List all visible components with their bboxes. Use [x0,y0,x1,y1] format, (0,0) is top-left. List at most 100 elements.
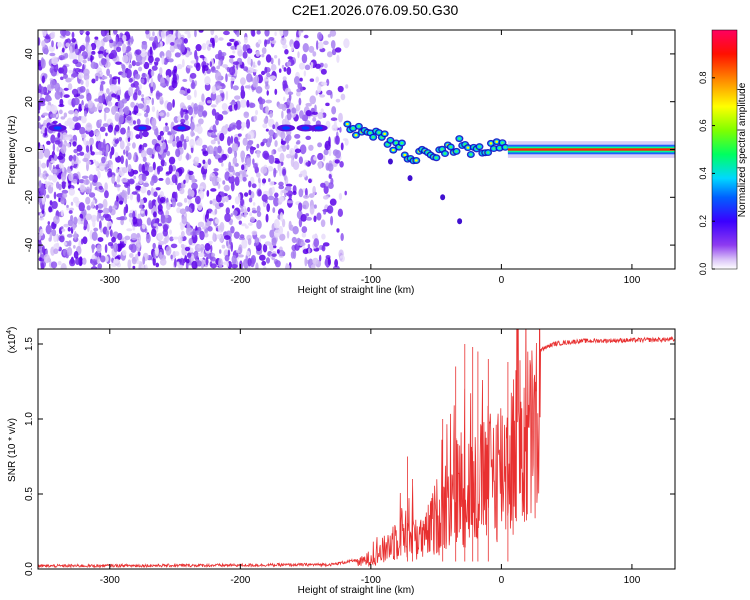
spectrogram-transition-inner [357,125,361,128]
spectrogram-noise-mark [177,264,184,269]
spectrogram-noise-mark [180,243,185,249]
spectrogram-noise-mark [41,30,47,37]
spectrogram-noise-mark [175,135,180,143]
spectrogram-noise-mark [234,95,241,100]
spectrogram-noise-mark [186,88,191,94]
spectrogram-noise-mark [43,92,50,96]
spectrogram-noise-mark [337,85,344,93]
spectrogram-noise-mark [61,228,66,232]
spectrogram-noise-mark [226,261,229,268]
spectrogram-noise-mark [85,79,90,88]
spectrogram-noise-mark [146,189,151,196]
spectrogram-noise-mark [117,175,121,183]
spectrogram-noise-mark [271,253,277,257]
spectrogram-noise-mark [290,251,295,259]
spectrogram-noise-mark [109,84,117,90]
spectrogram-noise-mark [323,63,328,69]
spectrogram-noise-mark [305,135,312,140]
spectrogram-noise-mark [223,30,230,36]
spectrogram-noise-mark [90,151,95,156]
spectrogram-noise-mark [40,262,45,269]
spectrogram-noise-mark [205,209,209,220]
spectrogram-noise-mark [274,260,281,268]
spectrogram-noise-mark [180,118,186,124]
spectrogram-noise-mark [320,68,327,75]
colorbar-ticks: 0.0 0.2 0.4 0.6 0.8 [698,72,715,275]
spectrogram-noise-mark [39,228,44,236]
spectrogram-noise-mark [121,167,128,174]
spectrogram-noise-mark [164,161,167,167]
spectrogram-noise-mark [253,163,258,170]
spectrogram-noise-mark [121,64,126,73]
spectrogram-noise-mark [281,64,285,69]
spectrogram-noise-mark [262,243,268,253]
spectrogram-noise-mark [263,266,267,269]
spectrogram-noise-mark [226,108,230,113]
spectrogram-noise-mark [60,226,64,230]
spectrogram-x-axis: -300 -200 -100 0 100 [100,30,641,286]
spectrogram-noise-mark [211,176,218,187]
spectrogram-noise-mark [98,150,103,156]
spectrogram-noise-mark [114,151,119,158]
spectrogram-noise-mark [309,78,315,82]
spectrogram-noise-mark [144,112,149,118]
spectrogram-noise-mark [95,75,99,82]
spectrogram-noise-mark [157,203,163,212]
spectrogram-noise-mark [46,140,51,145]
spectrogram-noise-mark [328,173,332,179]
spectrogram-noise-mark [197,202,203,211]
spectrogram-noise-mark [327,257,331,266]
snr-y-axis: 0.0 0.5 1.0 1.5 [24,337,675,576]
spectrogram-noise-mark [188,238,193,246]
figure-title: C2E1.2026.076.09.50.G30 [292,2,459,18]
spectrogram-noise-mark [64,120,71,127]
spectrogram-noise-mark [68,258,76,267]
spectrogram-transition-inner [386,143,389,146]
spectrogram-noise-mark [231,254,237,265]
spectrogram-noise-mark [96,214,100,223]
spectrogram-noise-mark [218,37,224,41]
spectrogram-noise-mark [232,61,240,65]
spectrogram-noise-mark [265,99,273,104]
spectrogram-noise-mark [335,135,340,145]
spectrogram-noise-mark [137,103,145,109]
spectrogram-noise-mark [38,217,45,221]
spectrogram-noise-mark [330,215,334,226]
spectrogram-noise-mark [199,54,205,59]
colorbar-label: Normalized spectral amplitude [737,82,748,217]
spectrogram-noise-mark [47,96,52,102]
spectrogram-noise-mark [142,156,147,163]
spectrogram-noise-mark [53,191,57,200]
spectrogram-noise-mark [245,118,251,129]
spectrogram-noise-mark [331,106,337,115]
spectrogram-noise-mark [123,106,130,116]
spectrogram-noise-mark [125,158,128,168]
spectrogram-transition-inner [400,141,404,145]
snr-y-tick-label: 1.0 [24,412,35,426]
spectrogram-noise-mark [172,236,179,240]
spectrogram-noise-mark [116,46,122,53]
spectrogram-noise-mark [89,137,94,146]
spectrogram-noise-mark [230,181,235,192]
spectrogram-noise-mark [247,207,251,213]
spectrogram-noise-mark [246,48,253,54]
spectrogram-noise-mark [298,218,303,228]
spectrogram-noise-mark [208,43,213,48]
spectrogram-noise-mark [100,215,104,221]
spectrogram-noise-mark [247,238,252,246]
spectrogram-noise-mark [69,45,73,54]
spectrogram-noise-mark [218,59,221,67]
spectrogram-noise-mark [305,162,310,166]
spectrogram-noise-mark [298,202,303,212]
spectrogram-noise-mark [177,31,181,40]
spectrogram-transition-inner [478,145,481,148]
spectrogram-noise-mark [249,216,256,223]
spectrogram-noise-mark [291,107,297,114]
spectrogram-noise-mark [94,161,99,167]
spectrogram-noise-mark [127,185,131,196]
spectrogram-noise-mark [286,66,292,75]
spectrogram-noise-mark [262,123,268,129]
spectrogram-carrier-core [53,126,62,130]
spectrogram-noise-mark [45,173,49,177]
spectrogram-noise-mark [189,138,195,148]
